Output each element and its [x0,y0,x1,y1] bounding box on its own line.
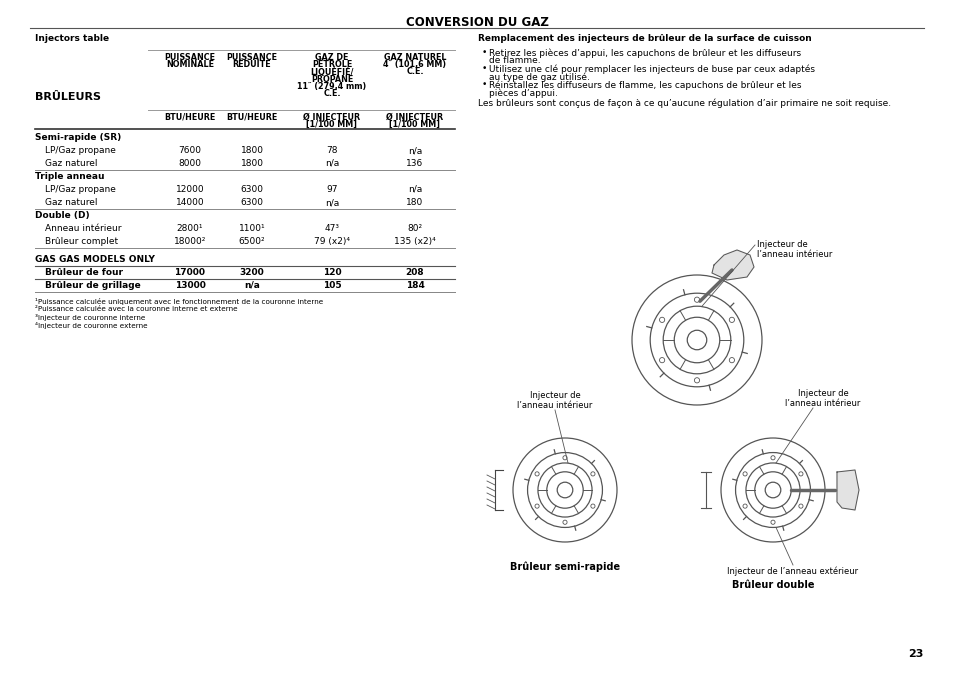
Text: ⁴Injecteur de couronne externe: ⁴Injecteur de couronne externe [35,322,148,329]
Text: 17000: 17000 [174,268,205,277]
Text: 12000: 12000 [175,185,204,194]
Text: Brûleur de grillage: Brûleur de grillage [45,281,141,290]
Text: 18000²: 18000² [173,237,206,246]
Text: Gaz naturel: Gaz naturel [45,198,97,207]
Text: 11″ (279,4 mm): 11″ (279,4 mm) [297,82,366,91]
Text: GAZ DE: GAZ DE [315,53,349,62]
Text: Semi-rapide (SR): Semi-rapide (SR) [35,133,121,142]
Text: au type de gaz utilisé.: au type de gaz utilisé. [489,72,589,82]
Text: n/a: n/a [325,198,338,207]
Text: 4″ (101,6 MM): 4″ (101,6 MM) [383,60,446,70]
Text: 136: 136 [406,159,423,168]
Text: LP/Gaz propane: LP/Gaz propane [45,185,115,194]
Text: 105: 105 [322,281,341,290]
Text: ²Puissance calculée avec la couronne interne et externe: ²Puissance calculée avec la couronne int… [35,306,237,312]
Text: 6300: 6300 [240,198,263,207]
Text: n/a: n/a [408,185,421,194]
Text: Double (D): Double (D) [35,211,90,220]
Text: BRÛLEURS: BRÛLEURS [35,92,101,102]
Text: n/a: n/a [408,146,421,155]
Text: PROPANE: PROPANE [311,75,353,84]
Text: 184: 184 [405,281,424,290]
Text: ¹Puissance calculée uniquement avec le fonctionnement de la couronne interne: ¹Puissance calculée uniquement avec le f… [35,298,323,305]
Text: 7600: 7600 [178,146,201,155]
Text: 97: 97 [326,185,337,194]
Text: [1/100 MM]: [1/100 MM] [389,120,440,129]
Text: 1800: 1800 [240,159,263,168]
Text: Retirez les pièces d’appui, les capuchons de brûleur et les diffuseurs: Retirez les pièces d’appui, les capuchon… [489,48,801,57]
Text: Brûleur double: Brûleur double [731,580,814,590]
Text: BTU/HEURE: BTU/HEURE [226,113,277,122]
Text: Réinstallez les diffuseurs de flamme, les capuchons de brûleur et les: Réinstallez les diffuseurs de flamme, le… [489,80,801,90]
Text: Injecteur de
l’anneau intérieur: Injecteur de l’anneau intérieur [517,391,592,410]
Text: 6500²: 6500² [238,237,265,246]
Text: Anneau intérieur: Anneau intérieur [45,224,121,233]
Text: •: • [481,80,487,89]
Polygon shape [836,470,858,510]
Text: PUISSANCE: PUISSANCE [164,53,215,62]
Text: Remplacement des injecteurs de brûleur de la surface de cuisson: Remplacement des injecteurs de brûleur d… [477,34,811,43]
Text: Brûleur semi-rapide: Brûleur semi-rapide [510,562,619,572]
Text: Ø INJECTEUR: Ø INJECTEUR [386,113,443,122]
Text: 135 (x2)⁴: 135 (x2)⁴ [394,237,436,246]
Text: 1100¹: 1100¹ [238,224,265,233]
Text: 80²: 80² [407,224,422,233]
Text: 1800: 1800 [240,146,263,155]
Text: LIQUÉFIÉ/: LIQUÉFIÉ/ [310,68,354,77]
Text: Les brûleurs sont conçus de façon à ce qu’aucune régulation d’air primaire ne so: Les brûleurs sont conçus de façon à ce q… [477,98,890,107]
Text: n/a: n/a [244,281,259,290]
Text: pièces d’appui.: pièces d’appui. [489,88,558,97]
Text: Injectors table: Injectors table [35,34,109,43]
Text: 6300: 6300 [240,185,263,194]
Text: Ø INJECTEUR: Ø INJECTEUR [303,113,360,122]
Polygon shape [711,250,753,280]
Text: PÉTROLE: PÉTROLE [312,60,352,70]
Text: Brûleur complet: Brûleur complet [45,237,118,246]
Text: •: • [481,48,487,57]
Text: Injecteur de
l’anneau intérieur: Injecteur de l’anneau intérieur [757,240,832,259]
Text: 120: 120 [322,268,341,277]
Text: Injecteur de l’anneau extérieur: Injecteur de l’anneau extérieur [727,567,858,576]
Text: 23: 23 [907,649,923,659]
Text: 78: 78 [326,146,337,155]
Text: •: • [481,64,487,73]
Text: BTU/HEURE: BTU/HEURE [164,113,215,122]
Text: 208: 208 [405,268,424,277]
Text: 2800¹: 2800¹ [176,224,203,233]
Text: C.E.: C.E. [406,68,423,76]
Text: 14000: 14000 [175,198,204,207]
Text: Triple anneau: Triple anneau [35,172,105,181]
Text: 3200: 3200 [239,268,264,277]
Text: 47³: 47³ [324,224,339,233]
Text: [1/100 MM]: [1/100 MM] [306,120,357,129]
Text: 13000: 13000 [174,281,205,290]
Text: Gaz naturel: Gaz naturel [45,159,97,168]
Text: ³Injecteur de couronne interne: ³Injecteur de couronne interne [35,314,145,321]
Text: Injecteur de
l’anneau intérieur: Injecteur de l’anneau intérieur [784,389,860,408]
Text: 8000: 8000 [178,159,201,168]
Text: n/a: n/a [325,159,338,168]
Text: PUISSANCE: PUISSANCE [226,53,277,62]
Text: GAZ NATUREL: GAZ NATUREL [383,53,446,62]
Text: NOMINALE: NOMINALE [166,60,213,70]
Text: de flamme.: de flamme. [489,56,540,65]
Text: C.E.: C.E. [323,89,340,98]
Text: CONVERSION DU GAZ: CONVERSION DU GAZ [405,16,548,29]
Text: GAS GAS MODELS ONLY: GAS GAS MODELS ONLY [35,255,154,264]
Text: Brûleur de four: Brûleur de four [45,268,123,277]
Text: LP/Gaz propane: LP/Gaz propane [45,146,115,155]
Text: 79 (x2)⁴: 79 (x2)⁴ [314,237,350,246]
Text: Utilisez une clé pour remplacer les injecteurs de buse par ceux adaptés: Utilisez une clé pour remplacer les inje… [489,64,814,74]
Text: 180: 180 [406,198,423,207]
Text: RÉDUITE: RÉDUITE [233,60,271,70]
